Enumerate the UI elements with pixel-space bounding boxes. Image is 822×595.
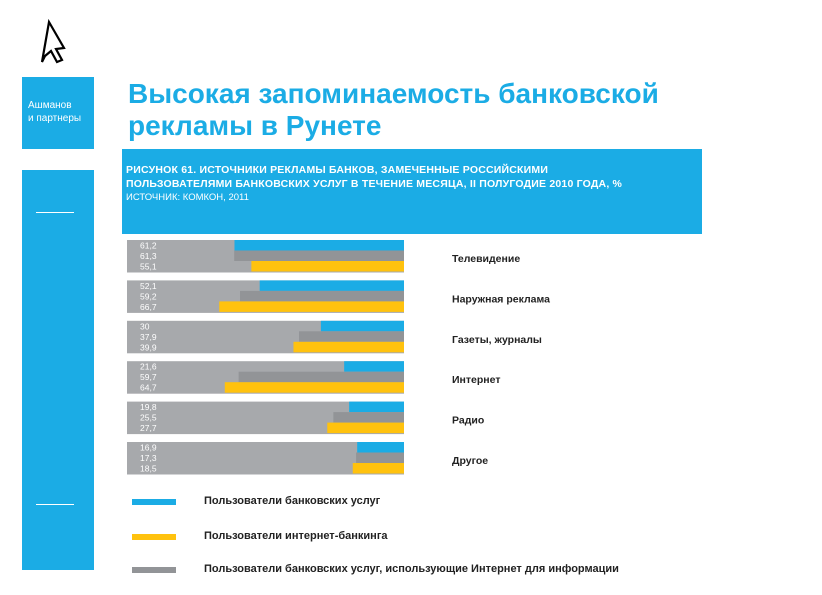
bar <box>238 371 404 383</box>
bar <box>293 341 404 353</box>
category-label: Радио <box>452 415 484 427</box>
brand-line-1: Ашманов <box>28 100 72 111</box>
bar <box>259 280 404 291</box>
value-label: 59,2 <box>140 291 157 301</box>
chart-header: РИСУНОК 61. ИСТОЧНИКИ РЕКЛАМЫ БАНКОВ, ЗА… <box>122 149 702 234</box>
value-label: 37,9 <box>140 332 157 342</box>
value-label: 64,7 <box>140 383 157 393</box>
value-label: 59,7 <box>140 372 157 382</box>
category-label: Наружная реклама <box>452 293 550 305</box>
value-label: 52,1 <box>140 281 157 291</box>
bar <box>344 361 404 372</box>
chart-source: ИСТОЧНИК: КОМКОН, 2011 <box>126 192 249 203</box>
value-label: 19,8 <box>140 402 157 412</box>
category-label: Газеты, журналы <box>452 334 542 346</box>
legend-swatch <box>132 499 176 505</box>
brand-line-2: и партнеры <box>28 113 82 124</box>
chart-heading-line-2: ПОЛЬЗОВАТЕЛЯМИ БАНКОВСКИХ УСЛУГ В ТЕЧЕНИ… <box>126 178 623 190</box>
legend-swatch <box>132 567 176 573</box>
bar <box>219 301 404 312</box>
brand-box: Ашманов и партнеры <box>22 77 94 149</box>
logo-icon <box>40 18 66 64</box>
page-title-line-2: рекламы в Рунете <box>128 110 382 141</box>
bar <box>327 422 404 434</box>
value-label: 55,1 <box>140 262 157 272</box>
value-label: 18,5 <box>140 464 157 474</box>
bar <box>333 412 404 423</box>
value-label: 61,2 <box>140 241 157 251</box>
bar <box>320 320 404 332</box>
value-label: 25,5 <box>140 413 157 423</box>
bar <box>352 463 404 474</box>
category-label: Другое <box>452 455 488 467</box>
value-label: 61,3 <box>140 251 157 261</box>
chart-heading-line-1: РИСУНОК 61. ИСТОЧНИКИ РЕКЛАМЫ БАНКОВ, ЗА… <box>126 164 549 176</box>
legend-label: Пользователи банковских услуг, использую… <box>204 563 619 575</box>
value-label: 21,6 <box>140 362 157 372</box>
bar <box>251 261 404 272</box>
legend-label: Пользователи интернет-банкинга <box>204 530 388 542</box>
bar <box>349 401 404 413</box>
value-label: 16,9 <box>140 443 157 453</box>
side-divider <box>36 504 74 505</box>
category-label: Интернет <box>452 374 500 386</box>
bar <box>240 290 404 302</box>
side-panel <box>22 170 94 570</box>
bar <box>224 382 404 393</box>
legend-swatch <box>132 534 176 540</box>
value-label: 30 <box>140 321 150 331</box>
side-divider <box>36 212 74 213</box>
bar <box>234 240 404 251</box>
bar <box>356 452 404 463</box>
value-label: 66,7 <box>140 302 157 312</box>
bar <box>357 442 404 453</box>
page-title-line-1: Высокая запоминаемость банковской <box>128 78 659 109</box>
bar <box>234 250 404 261</box>
value-label: 27,7 <box>140 423 157 433</box>
page-title: Высокая запоминаемость банковской реклам… <box>128 78 768 142</box>
value-label: 17,3 <box>140 453 157 463</box>
value-label: 39,9 <box>140 342 157 352</box>
legend-label: Пользователи банковских услуг <box>204 495 381 507</box>
category-label: Телевидение <box>452 253 520 265</box>
bar <box>299 331 404 342</box>
